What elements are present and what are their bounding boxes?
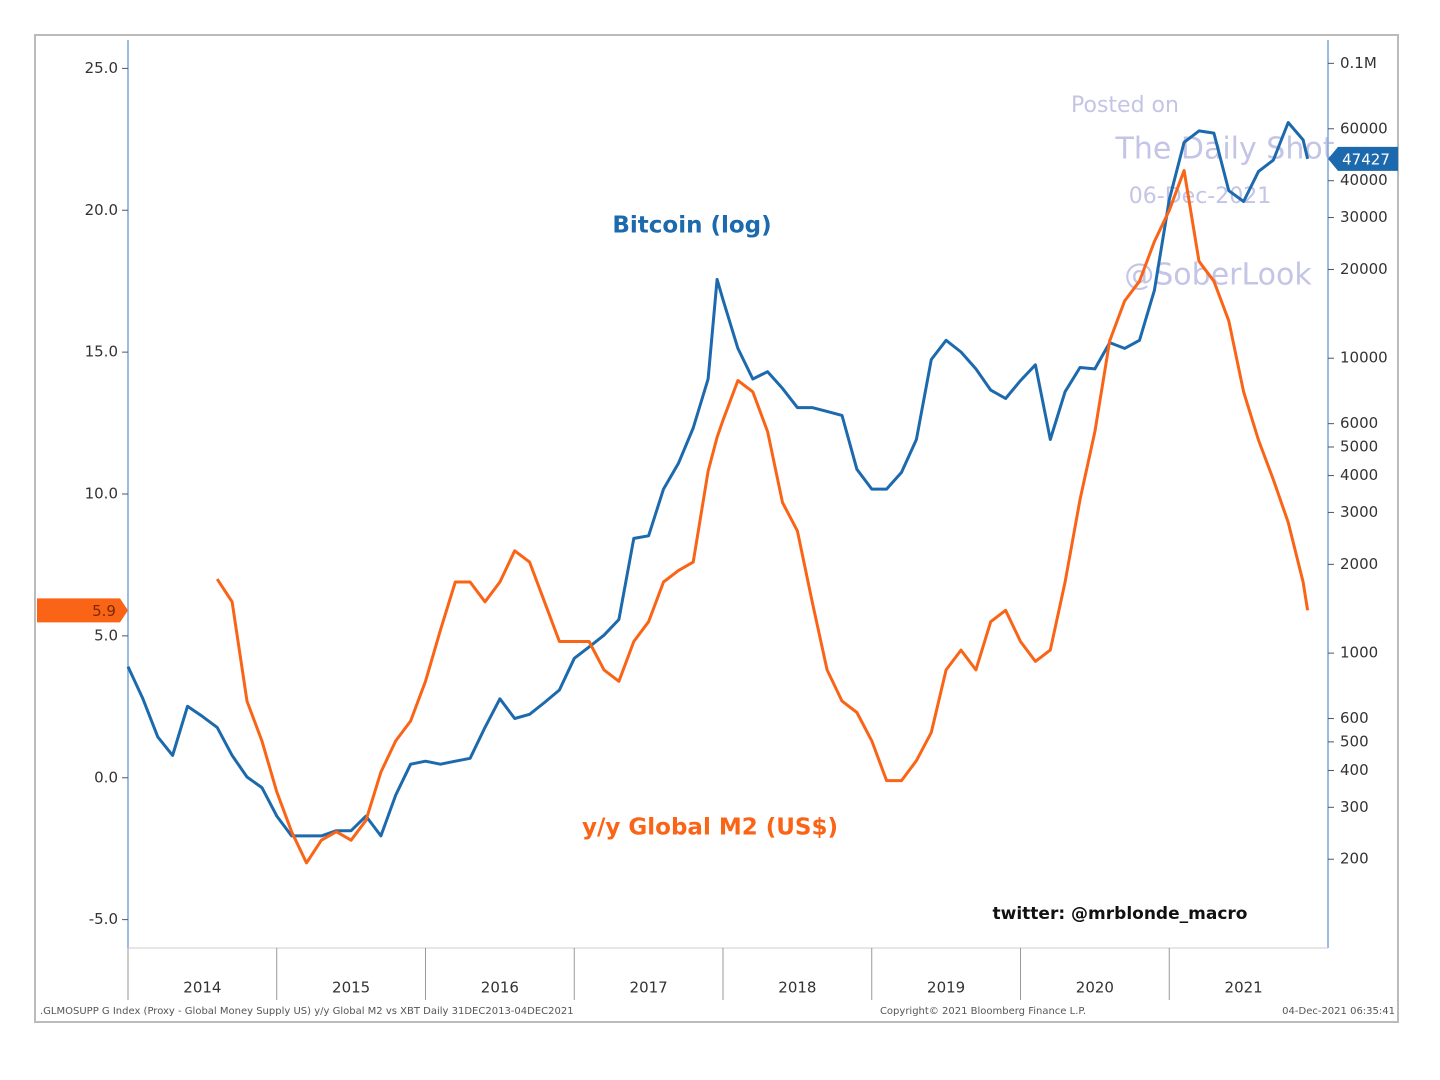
y2-tick-label: 60000 <box>1340 119 1388 137</box>
y2-tick-label: 1000 <box>1340 644 1378 662</box>
y2-tick-label: 3000 <box>1340 503 1378 521</box>
series-label: Bitcoin (log) <box>612 213 771 239</box>
x-tick-label: 2021 <box>1225 979 1263 997</box>
y-tick-label: 5.0 <box>94 626 118 644</box>
y2-tick-label: 10000 <box>1340 349 1388 367</box>
y2-tick-label: 30000 <box>1340 208 1388 226</box>
y-tick-label: 20.0 <box>85 201 118 219</box>
credit: twitter: @mrblonde_macro <box>993 904 1248 924</box>
last-value-label: 47427 <box>1342 150 1390 168</box>
last-value-label: 5.9 <box>92 602 116 620</box>
y-tick-label: 10.0 <box>85 485 118 503</box>
y2-tick-label: 2000 <box>1340 555 1378 573</box>
y-tick-label: -5.0 <box>89 910 118 928</box>
last-value-tag <box>37 598 128 623</box>
y2-tick-label: 5000 <box>1340 438 1378 456</box>
y2-tick-label: 6000 <box>1340 414 1378 432</box>
y-tick-label: 15.0 <box>85 343 118 361</box>
last-value-tag <box>1328 146 1398 171</box>
y2-tick-label: 500 <box>1340 732 1369 750</box>
y2-tick-label: 0.1M <box>1340 54 1377 72</box>
y2-tick-label: 400 <box>1340 761 1369 779</box>
footer-copyright: Copyright© 2021 Bloomberg Finance L.P. <box>880 1006 1086 1017</box>
y2-tick-label: 300 <box>1340 798 1369 816</box>
y2-tick-label: 200 <box>1340 850 1369 868</box>
y-tick-label: 0.0 <box>94 768 118 786</box>
watermark: The Daily Shot <box>1115 132 1335 167</box>
watermark: Posted on <box>1071 93 1179 118</box>
watermark: @SoberLook <box>1124 258 1312 293</box>
series-label: y/y Global M2 (US$) <box>582 815 838 841</box>
series-line <box>126 121 1310 838</box>
y2-tick-label: 4000 <box>1340 466 1378 484</box>
x-tick-label: 2016 <box>481 979 519 997</box>
series-line <box>215 169 1310 865</box>
x-tick-label: 2017 <box>630 979 668 997</box>
y-tick-label: 25.0 <box>85 59 118 77</box>
x-tick-label: 2015 <box>332 979 370 997</box>
x-tick-label: 2020 <box>1076 979 1114 997</box>
footer-date: 04-Dec-2021 06:35:41 <box>1282 1006 1395 1017</box>
footer-source: .GLMOSUPP G Index (Proxy - Global Money … <box>40 1006 574 1017</box>
y2-tick-label: 600 <box>1340 709 1369 727</box>
x-tick-label: 2014 <box>183 979 221 997</box>
x-tick-label: 2018 <box>778 979 816 997</box>
x-tick-label: 2019 <box>927 979 965 997</box>
y2-tick-label: 20000 <box>1340 260 1388 278</box>
y2-tick-label: 40000 <box>1340 171 1388 189</box>
